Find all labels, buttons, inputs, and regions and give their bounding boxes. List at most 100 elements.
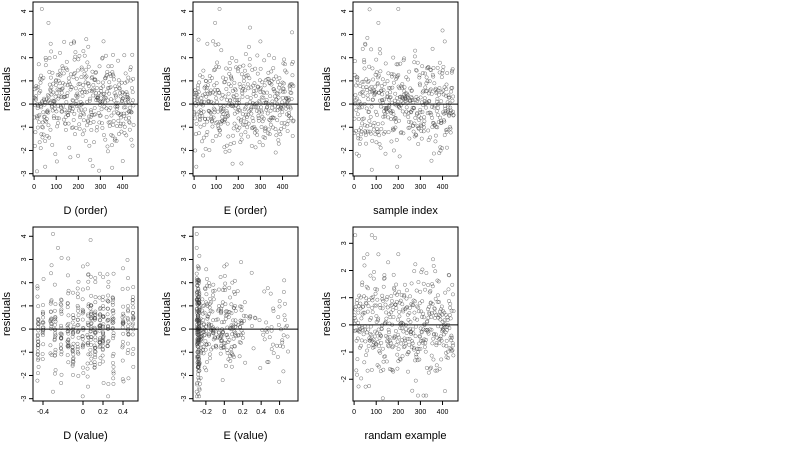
x-tick-label: 0 [352,409,356,416]
data-point [374,140,379,145]
data-point [125,341,130,346]
data-point [407,125,412,130]
data-point [94,85,99,90]
data-point [36,321,41,326]
data-point [118,124,123,129]
data-point [391,112,396,117]
data-point [282,57,287,62]
data-point [41,320,45,324]
data-point [105,149,110,154]
data-point [285,334,290,339]
data-point [226,113,231,118]
data-point [204,368,209,373]
data-point [104,53,108,58]
data-point [410,96,414,101]
data-point [76,322,81,327]
data-point [420,267,425,272]
data-point [397,289,401,294]
data-point [280,110,285,114]
data-point [105,272,110,277]
data-point [239,308,244,313]
data-point [61,95,66,100]
data-point [49,263,54,268]
data-point [53,152,58,157]
data-point [202,99,207,104]
data-point [49,85,54,90]
data-point [221,104,226,109]
data-point [272,89,277,94]
data-point [231,323,236,328]
data-point [354,108,359,113]
data-point [441,343,446,348]
data-point [36,339,41,344]
data-point [417,357,422,362]
data-point [238,119,243,124]
data-point [93,345,98,350]
data-point [416,142,421,146]
data-point [229,302,234,307]
data-point [268,291,273,296]
data-point [367,64,372,69]
y-tick-label: -1 [21,124,28,130]
data-point [262,337,267,342]
y-axis-title: residuals [161,66,173,111]
data-point [195,313,200,318]
data-point [93,276,98,280]
data-point [209,328,214,333]
data-point [217,132,222,137]
data-point [407,311,412,315]
data-point [291,84,296,88]
data-point [87,98,92,103]
data-point [229,74,233,79]
data-point [52,55,57,60]
data-point [280,340,285,345]
data-point [120,96,125,101]
y-tick-label: -1 [21,349,28,355]
data-point [86,279,91,284]
data-point [197,118,202,123]
data-point [226,340,230,345]
data-point [36,85,41,89]
data-point [434,313,439,317]
data-point [73,54,78,59]
data-point [289,96,294,101]
data-point [352,313,357,318]
data-point [236,116,241,121]
data-point [375,287,380,292]
data-point [197,294,202,299]
data-point [272,94,277,99]
x-axis-title: E (order) [224,205,267,217]
data-point [196,364,200,369]
y-tick-label: 3 [181,257,188,261]
data-point [75,330,80,335]
data-point [386,344,391,349]
data-point [49,49,54,54]
data-point [378,98,382,103]
data-point [94,128,99,133]
data-point [52,308,57,313]
data-point [225,348,230,353]
data-point [66,121,71,126]
data-point [363,130,368,135]
data-point [204,292,209,297]
data-point [59,309,64,314]
data-point [360,46,365,51]
data-point [41,303,45,307]
data-point [263,135,268,140]
data-point [362,123,367,128]
data-point [368,337,373,342]
data-point [399,130,404,135]
data-point [98,113,103,118]
data-point [223,94,228,99]
data-point [125,92,130,97]
data-point [414,288,419,293]
data-point [421,311,426,316]
data-point [386,339,391,344]
data-point [120,287,125,292]
data-point [239,320,244,325]
data-point [195,332,200,337]
data-point [126,75,131,80]
data-point [365,124,370,129]
data-point [216,308,221,313]
data-point [196,90,201,94]
